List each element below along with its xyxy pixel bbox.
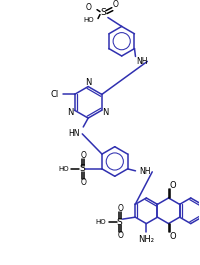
Text: O: O [169,232,176,241]
Text: S: S [79,164,85,173]
Text: N: N [67,108,74,117]
Text: O: O [118,204,123,213]
Text: N: N [85,78,91,87]
Text: O: O [85,3,91,12]
Text: S: S [117,218,122,227]
Text: HO: HO [58,166,69,172]
Text: O: O [80,151,86,160]
Text: N: N [102,108,109,117]
Text: HO: HO [95,219,106,225]
Text: HN: HN [69,129,80,138]
Text: O: O [80,178,86,187]
Text: NH₂: NH₂ [138,235,154,244]
Text: Cl: Cl [51,90,59,99]
Text: O: O [113,0,119,9]
Text: HO: HO [84,16,94,23]
Text: O: O [169,181,176,190]
Text: O: O [118,231,123,240]
Text: S: S [100,8,106,17]
Text: NH: NH [137,57,148,66]
Text: NH: NH [140,167,151,176]
